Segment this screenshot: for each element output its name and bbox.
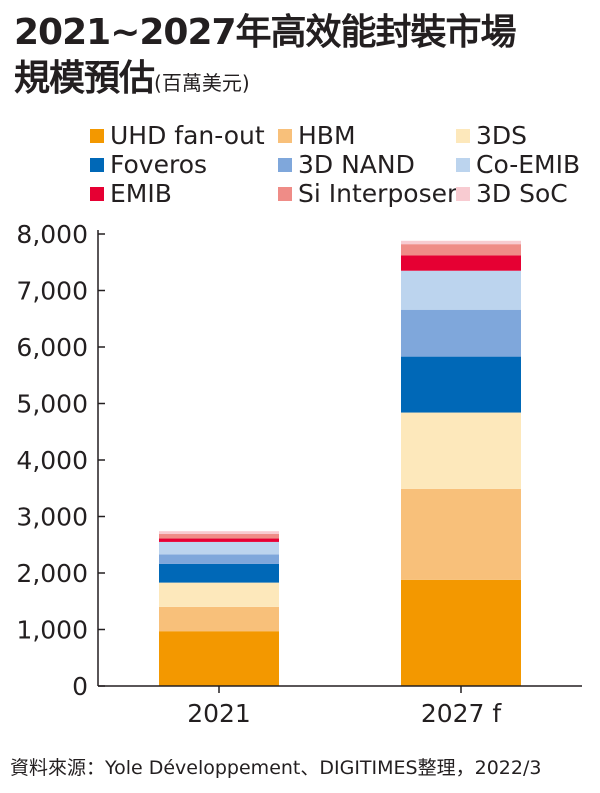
legend-label-3d-soc: 3D SoC bbox=[476, 179, 568, 208]
legend-swatch-3ds bbox=[456, 129, 470, 143]
legend-swatch-3d-nand bbox=[278, 158, 292, 172]
legend-swatch-uhd-fan-out bbox=[90, 129, 104, 143]
bar-2021-3ds bbox=[159, 582, 279, 607]
legend-item-co-emib: Co-EMIB bbox=[456, 151, 590, 179]
legend-label-si-interposer: Si Interposer bbox=[298, 179, 458, 208]
legend-item-foveros: Foveros bbox=[90, 151, 278, 179]
source-note: 資料來源：Yole Développement、DIGITIMES整理，2022… bbox=[10, 757, 542, 779]
legend-swatch-si-interposer bbox=[278, 187, 292, 201]
bar-2027-f-3ds bbox=[401, 412, 521, 489]
legend-item-si-interposer: Si Interposer bbox=[278, 179, 458, 208]
bar-2027-f-uhd-fan-out bbox=[401, 579, 521, 686]
legend-label-uhd-fan-out: UHD fan-out bbox=[110, 121, 265, 150]
legend-swatch-emib bbox=[90, 187, 104, 201]
y-tick-label-6000: 6,000 bbox=[16, 333, 88, 362]
y-tick-label-4000: 4,000 bbox=[16, 446, 88, 475]
legend-swatch-3d-soc bbox=[456, 187, 470, 201]
y-tick-label-5000: 5,000 bbox=[16, 390, 88, 419]
bar-2027-f-si-interposer bbox=[401, 244, 521, 256]
legend-item-3d-nand: 3D NAND bbox=[278, 151, 456, 179]
legend-item-uhd-fan-out: UHD fan-out bbox=[90, 122, 278, 150]
title-line-2: 規模預估(百萬美元) bbox=[14, 56, 516, 106]
legend-item-hbm: HBM bbox=[278, 122, 456, 150]
legend-label-hbm: HBM bbox=[298, 121, 356, 150]
bar-2021-hbm bbox=[159, 606, 279, 632]
bar-2021-3d-nand bbox=[159, 554, 279, 564]
bar-2021-emib bbox=[159, 538, 279, 542]
bar-2027-f-emib bbox=[401, 255, 521, 271]
legend-label-emib: EMIB bbox=[110, 179, 172, 208]
legend-item-3ds: 3DS bbox=[456, 122, 590, 150]
legend-swatch-hbm bbox=[278, 129, 292, 143]
title-unit: (百萬美元) bbox=[154, 71, 250, 95]
y-tick-label-3000: 3,000 bbox=[16, 503, 88, 532]
bar-2027-f-co-emib bbox=[401, 270, 521, 310]
bar-2027-f-foveros bbox=[401, 356, 521, 413]
bar-2027-f-3d-soc bbox=[401, 240, 521, 245]
title-line-1: 2021~2027年高效能封裝市場 bbox=[14, 12, 517, 53]
stacked-bar-chart: 0 1,000 2,000 3,000 4,000 5,000 6,000 7,000 8,00… bbox=[16, 220, 582, 728]
bar-2021-si-interposer bbox=[159, 534, 279, 539]
bar-2027-f-hbm bbox=[401, 488, 521, 580]
x-tick-label-2027-f: 2027 f bbox=[421, 699, 503, 728]
x-tick-label-2021: 2021 bbox=[187, 699, 251, 728]
legend-label-3d-nand: 3D NAND bbox=[298, 150, 415, 179]
title-line-2-text: 規模預估 bbox=[14, 58, 155, 99]
legend-label-co-emib: Co-EMIB bbox=[476, 150, 581, 179]
y-tick-label-0: 0 bbox=[72, 672, 88, 701]
bar-2027-f-3d-nand bbox=[401, 309, 521, 357]
y-tick-label-8000: 8,000 bbox=[16, 220, 88, 249]
legend-item-emib: EMIB bbox=[90, 180, 278, 208]
y-tick-label-1000: 1,000 bbox=[16, 616, 88, 645]
bar-2021-foveros bbox=[159, 563, 279, 583]
bar-2021-uhd-fan-out bbox=[159, 631, 279, 686]
legend-label-foveros: Foveros bbox=[110, 150, 208, 179]
chart-title: 2021~2027年高效能封裝市場 規模預估(百萬美元) bbox=[14, 10, 517, 106]
y-tick-label-7000: 7,000 bbox=[16, 277, 88, 306]
bar-2021-co-emib bbox=[159, 541, 279, 555]
legend-item-3d-soc: 3D SoC bbox=[456, 180, 590, 208]
legend-swatch-co-emib bbox=[456, 158, 470, 172]
legend-swatch-foveros bbox=[90, 158, 104, 172]
bar-2021-3d-soc bbox=[159, 531, 279, 535]
y-tick-label-2000: 2,000 bbox=[16, 559, 88, 588]
legend-label-3ds: 3DS bbox=[476, 121, 528, 150]
legend: UHD fan-out HBM 3DS Foveros 3D NAND Co-EMIB EM… bbox=[90, 122, 590, 208]
